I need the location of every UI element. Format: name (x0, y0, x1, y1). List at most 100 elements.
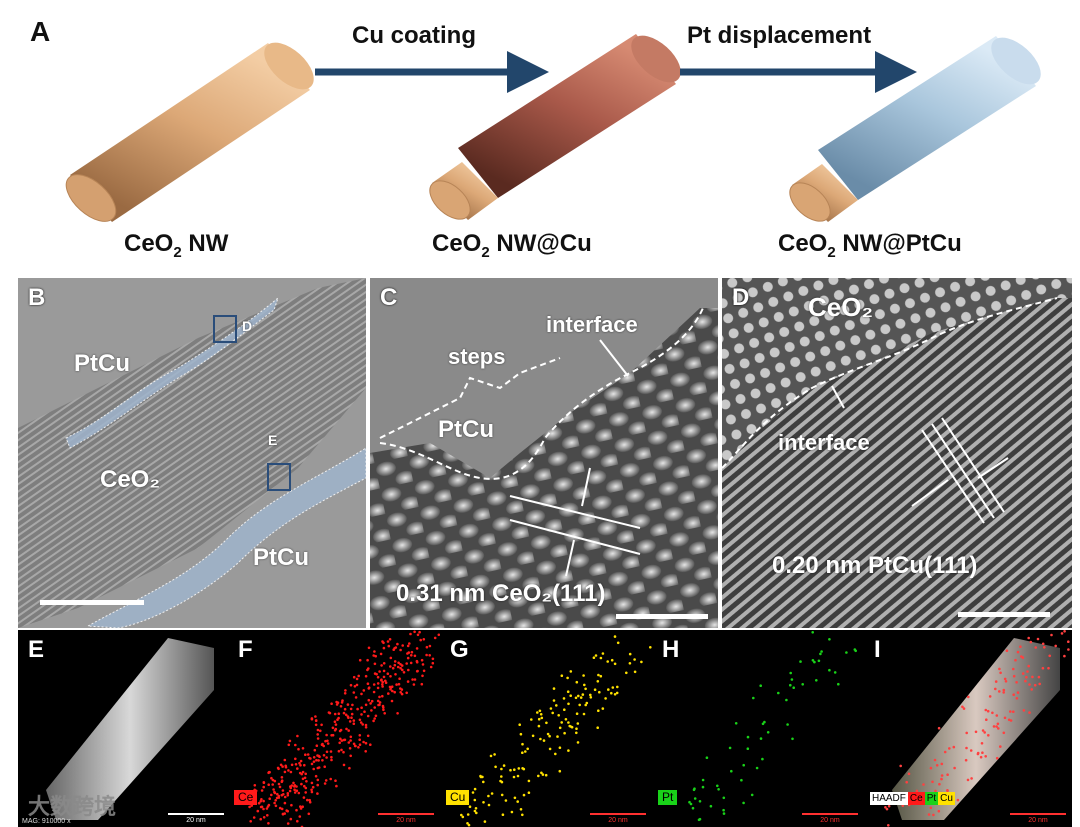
eds-dot (761, 722, 765, 726)
eds-dot (382, 646, 386, 650)
eds-dot (367, 698, 371, 702)
eds-dot (422, 638, 426, 641)
eds-dot (575, 712, 579, 715)
eds-dot (482, 801, 485, 804)
eds-dot (734, 722, 738, 725)
eds-dot (376, 675, 380, 679)
eds-dot (597, 709, 600, 712)
eds-dot (522, 793, 526, 797)
eds-dot (344, 689, 347, 692)
eds-dot (358, 743, 362, 746)
eds-dot (938, 782, 941, 786)
eds-dot (518, 723, 521, 726)
eds-dot (577, 694, 580, 698)
eds-dot (421, 663, 425, 666)
eds-dot (314, 715, 317, 718)
label-spacing-d: 0.20 nm PtCu(111) (772, 552, 978, 579)
eds-dot (333, 712, 337, 716)
caption-ceo2-nw-ptcu: CeO2 NW@PtCu (778, 230, 962, 261)
eds-dot (556, 735, 559, 738)
eds-dot (401, 644, 404, 647)
eds-dot (340, 739, 344, 742)
eds-dot (367, 686, 371, 689)
label-steps: steps (448, 344, 506, 369)
eds-dot (308, 756, 311, 760)
eds-dot (393, 663, 397, 667)
legend-ce: Ce (234, 790, 258, 805)
eds-dot (1020, 655, 1023, 658)
eds-dot (381, 683, 384, 686)
eds-dot (583, 683, 586, 687)
eds-dot (405, 691, 408, 695)
eds-dot (271, 778, 275, 782)
eds-dot (789, 683, 792, 687)
eds-dot (317, 754, 320, 758)
eds-dot (304, 772, 307, 776)
scale-text-i: 20 nm (1028, 817, 1048, 824)
eds-dot (372, 690, 376, 694)
eds-dot (259, 800, 262, 803)
eds-dot (290, 803, 293, 807)
eds-dot (345, 727, 348, 731)
eds-dot (312, 756, 316, 759)
eds-dot (1048, 654, 1051, 658)
eds-dot (352, 722, 356, 725)
eds-dot (513, 796, 517, 800)
eds-dot (422, 669, 426, 673)
eds-dot (845, 651, 848, 654)
label-ceo2: CeO₂ (100, 466, 161, 493)
eds-dot (988, 695, 992, 698)
eds-dot (298, 815, 302, 818)
eds-dot (461, 815, 465, 819)
step-label-cu-coating: Cu coating (352, 22, 476, 49)
eds-dot (428, 644, 432, 648)
eds-dot (490, 792, 494, 795)
eds-dot (391, 666, 395, 670)
scale-bar-i (1010, 813, 1066, 815)
eds-dot (593, 688, 597, 691)
eds-dot (1027, 636, 1030, 640)
eds-dot (391, 689, 394, 693)
eds-dot (270, 776, 273, 780)
eds-dot (277, 782, 281, 786)
eds-dot (372, 719, 375, 723)
eds-dot (330, 734, 333, 737)
eds-dot (522, 767, 526, 771)
eds-dot (828, 668, 831, 672)
eds-dot (615, 691, 619, 695)
eds-dot (1019, 645, 1022, 648)
eds-dot (750, 793, 754, 797)
eds-dot (1002, 731, 1006, 735)
eds-dot (347, 741, 351, 744)
eds-dot (409, 632, 412, 636)
eds-dot (283, 795, 287, 799)
eds-dot (1016, 691, 1020, 694)
rod-ceo2 (65, 42, 314, 222)
eds-dot (381, 685, 384, 688)
eds-dot (262, 816, 266, 819)
eds-dot (348, 747, 352, 750)
eds-dot (516, 800, 519, 803)
eds-dot (628, 662, 632, 665)
eds-dot (360, 706, 363, 709)
eds-dot (286, 822, 290, 825)
eds-dot (628, 652, 632, 656)
eds-dot (460, 813, 463, 817)
eds-dot (1067, 648, 1070, 651)
eds-dot (885, 807, 889, 811)
eds-dot (287, 743, 291, 747)
eds-dot (576, 741, 580, 744)
eds-dot (813, 660, 816, 664)
eds-dot (980, 742, 984, 745)
eds-dot (1015, 697, 1019, 700)
eds-dot (343, 707, 347, 711)
eds-dot (373, 717, 376, 720)
eds-dot (306, 798, 309, 802)
eds-dot (431, 661, 435, 665)
eds-dot (382, 675, 386, 679)
eds-dot (1015, 681, 1018, 684)
eds-dot (887, 804, 891, 808)
eds-dot (304, 786, 308, 790)
eds-dot (400, 664, 404, 667)
